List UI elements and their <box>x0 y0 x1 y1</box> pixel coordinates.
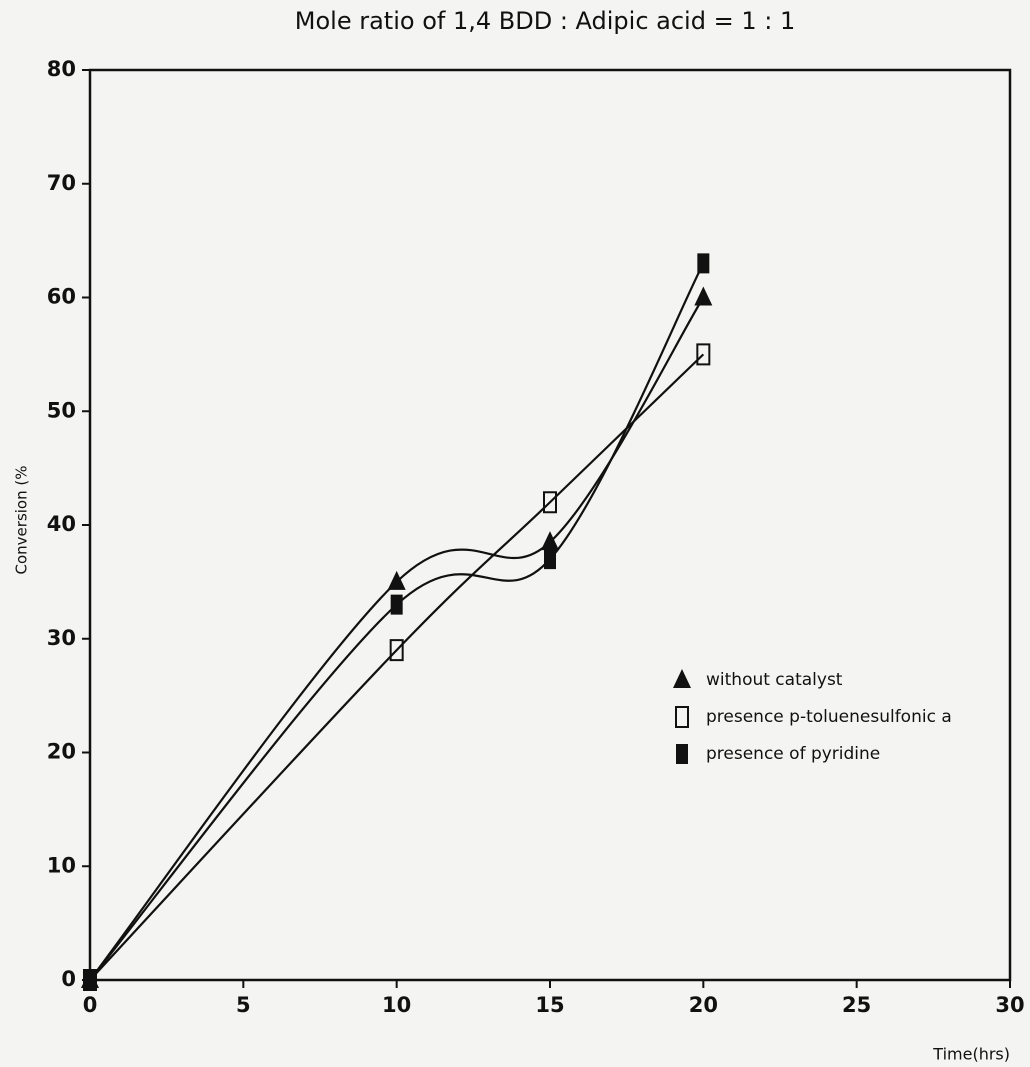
y-tick-label: 0 <box>61 967 76 991</box>
series-line <box>89 353 705 981</box>
x-tick-label: 30 <box>995 993 1024 1017</box>
data-point <box>544 549 556 570</box>
legend-symbol <box>675 706 689 728</box>
data-point <box>387 570 406 590</box>
y-tick-label: 30 <box>47 626 76 650</box>
data-point <box>541 531 559 551</box>
x-tick-label: 10 <box>382 993 411 1017</box>
x-tick-label: 0 <box>83 993 98 1017</box>
y-tick-label: 80 <box>47 57 76 81</box>
data-point <box>389 639 404 662</box>
data-point <box>696 343 711 366</box>
y-tick-label: 70 <box>47 171 76 195</box>
y-tick-label: 20 <box>47 740 76 764</box>
y-axis-label: Conversion (% <box>13 466 31 575</box>
data-point <box>694 286 713 306</box>
legend-label: presence p-toluenesulfonic a <box>706 707 952 727</box>
legend-label: without catalyst <box>706 670 843 690</box>
x-axis-label: Time(hrs) <box>932 1045 1010 1064</box>
legend-symbol <box>673 669 691 688</box>
series-line <box>89 296 705 981</box>
series-line <box>89 262 705 981</box>
data-point <box>697 253 710 274</box>
x-tick-label: 5 <box>236 993 251 1017</box>
data-point <box>543 491 557 514</box>
x-tick-label: 20 <box>689 993 718 1017</box>
x-tick-label: 25 <box>842 993 871 1017</box>
legend-label: presence of pyridine <box>706 744 880 764</box>
data-point <box>390 594 403 615</box>
y-tick-label: 50 <box>47 398 76 422</box>
data-point <box>84 970 96 990</box>
legend-symbol <box>676 744 688 764</box>
y-tick-label: 10 <box>47 853 76 877</box>
x-tick-label: 15 <box>535 993 564 1017</box>
y-tick-label: 60 <box>47 285 76 309</box>
y-tick-label: 40 <box>47 512 76 536</box>
chart-title: Mole ratio of 1,4 BDD : Adipic acid = 1 … <box>295 7 795 35</box>
